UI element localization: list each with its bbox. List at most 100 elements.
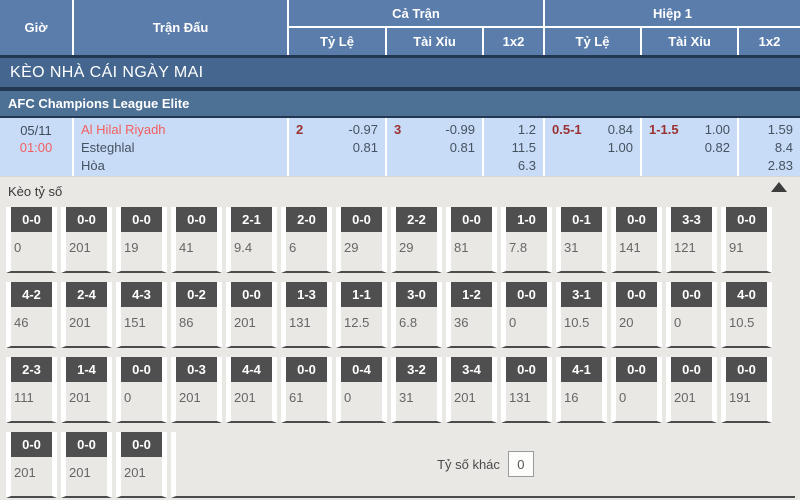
score-odds-cell[interactable]: 4-2 46 [6,282,57,348]
score-badge[interactable]: 0-0 [726,357,767,382]
score-badge[interactable]: 0-1 [561,207,602,232]
score-badge[interactable]: 0-0 [506,282,547,307]
score-badge[interactable]: 3-1 [561,282,602,307]
away-team[interactable]: Esteghlal [81,140,135,155]
score-badge[interactable]: 0-0 [66,207,107,232]
score-badge[interactable]: 1-2 [451,282,492,307]
score-odds-cell[interactable]: 3-3 121 [666,207,717,273]
full-over-odd[interactable]: -0.99 [445,122,475,137]
score-odds-cell[interactable]: 2-0 6 [281,207,332,273]
odds-full-1x2[interactable]: 1.2 11.5 6.3 [484,118,543,176]
odds-full-handicap[interactable]: 2 -0.97 0.81 [289,118,385,176]
half-handicap-odd-away[interactable]: 1.00 [607,140,633,155]
score-badge[interactable]: 2-4 [66,282,107,307]
score-badge[interactable]: 0-0 [616,357,657,382]
score-badge[interactable]: 3-4 [451,357,492,382]
score-odds-cell[interactable]: 1-2 36 [446,282,497,348]
score-badge[interactable]: 0-3 [176,357,217,382]
half-1-odd[interactable]: 1.59 [767,122,793,137]
score-odds-cell[interactable]: 3-1 10.5 [556,282,607,348]
score-odds-cell[interactable]: 0-0 29 [336,207,387,273]
score-odds-cell[interactable]: 1-0 7.8 [501,207,552,273]
score-badge[interactable]: 0-2 [176,282,217,307]
score-odds-cell[interactable]: 0-3 201 [171,357,222,423]
full-handicap-odd-home[interactable]: -0.97 [348,122,378,137]
score-badge[interactable]: 0-0 [671,357,712,382]
score-badge[interactable]: 1-0 [506,207,547,232]
score-odds-cell[interactable]: 3-4 201 [446,357,497,423]
score-odds-cell[interactable]: 0-0 20 [611,282,662,348]
score-badge[interactable]: 2-0 [286,207,327,232]
score-badge[interactable]: 0-0 [616,207,657,232]
score-odds-cell[interactable]: 0-0 19 [116,207,167,273]
score-badge[interactable]: 0-0 [176,207,217,232]
collapse-arrow-icon[interactable] [771,182,787,192]
score-odds-cell[interactable]: 0-0 131 [501,357,552,423]
score-odds-cell[interactable]: 0-0 191 [721,357,772,423]
score-odds-cell[interactable]: 0-1 31 [556,207,607,273]
league-bar[interactable]: AFC Champions League Elite [0,91,800,116]
score-badge[interactable]: 1-4 [66,357,107,382]
score-badge[interactable]: 0-0 [11,207,52,232]
score-odds-cell[interactable]: 0-4 0 [336,357,387,423]
score-badge[interactable]: 3-2 [396,357,437,382]
odds-half-overunder[interactable]: 1-1.5 1.00 0.82 [642,118,737,176]
odds-half-handicap[interactable]: 0.5-1 0.84 1.00 [545,118,640,176]
score-badge[interactable]: 1-3 [286,282,327,307]
full-2-odd[interactable]: 11.5 [511,140,536,155]
score-odds-cell[interactable]: 0-0 0 [501,282,552,348]
odds-full-overunder[interactable]: 3 -0.99 0.81 [387,118,482,176]
other-score-input[interactable]: 0 [507,451,534,477]
score-badge[interactable]: 0-0 [726,207,767,232]
full-handicap-odd-away[interactable]: 0.81 [352,140,378,155]
score-odds-cell[interactable]: 0-0 81 [446,207,497,273]
score-badge[interactable]: 0-0 [121,432,162,457]
score-badge[interactable]: 4-4 [231,357,272,382]
half-2-odd[interactable]: 8.4 [774,140,793,155]
score-badge[interactable]: 0-0 [11,432,52,457]
score-badge[interactable]: 0-0 [66,432,107,457]
score-odds-cell[interactable]: 0-0 41 [171,207,222,273]
score-odds-cell[interactable]: 4-4 201 [226,357,277,423]
half-x-odd[interactable]: 2.83 [767,158,793,173]
score-odds-cell[interactable]: 4-0 10.5 [721,282,772,348]
score-badge[interactable]: 0-0 [121,207,162,232]
score-odds-cell[interactable]: 0-0 61 [281,357,332,423]
score-badge[interactable]: 0-0 [506,357,547,382]
score-odds-cell[interactable]: 0-0 201 [6,432,57,498]
score-badge[interactable]: 4-1 [561,357,602,382]
score-odds-cell[interactable]: 0-0 0 [116,357,167,423]
full-1-odd[interactable]: 1.2 [517,122,536,137]
score-odds-cell[interactable]: 3-2 31 [391,357,442,423]
half-under-odd[interactable]: 0.82 [704,140,730,155]
score-odds-cell[interactable]: 0-2 86 [171,282,222,348]
score-badge[interactable]: 3-3 [671,207,712,232]
score-odds-cell[interactable]: 0-0 91 [721,207,772,273]
score-badge[interactable]: 4-2 [11,282,52,307]
score-odds-cell[interactable]: 1-1 12.5 [336,282,387,348]
score-odds-cell[interactable]: 0-0 201 [61,207,112,273]
score-badge[interactable]: 0-0 [231,282,272,307]
odds-half-1x2[interactable]: 1.59 8.4 2.83 [739,118,800,176]
score-odds-cell[interactable]: 2-2 29 [391,207,442,273]
score-badge[interactable]: 0-0 [616,282,657,307]
score-odds-cell[interactable]: 0-0 141 [611,207,662,273]
home-team[interactable]: Al Hilal Riyadh [81,122,166,137]
half-over-odd[interactable]: 1.00 [704,122,730,137]
full-x-odd[interactable]: 6.3 [517,158,536,173]
score-badge[interactable]: 0-0 [451,207,492,232]
score-odds-cell[interactable]: 1-4 201 [61,357,112,423]
score-odds-cell[interactable]: 2-1 9.4 [226,207,277,273]
score-odds-cell[interactable]: 0-0 0 [6,207,57,273]
score-odds-cell[interactable]: 0-0 0 [611,357,662,423]
score-badge[interactable]: 0-0 [121,357,162,382]
score-badge[interactable]: 2-3 [11,357,52,382]
score-odds-cell[interactable]: 1-3 131 [281,282,332,348]
score-odds-cell[interactable]: 0-0 201 [666,357,717,423]
score-badge[interactable]: 0-0 [286,357,327,382]
score-odds-cell[interactable]: 2-3 111 [6,357,57,423]
match-teams-cell[interactable]: Al Hilal Riyadh Esteghlal Hòa [74,118,287,176]
score-odds-cell[interactable]: 0-0 201 [226,282,277,348]
half-handicap-odd-home[interactable]: 0.84 [607,122,633,137]
score-odds-cell[interactable]: 4-1 16 [556,357,607,423]
